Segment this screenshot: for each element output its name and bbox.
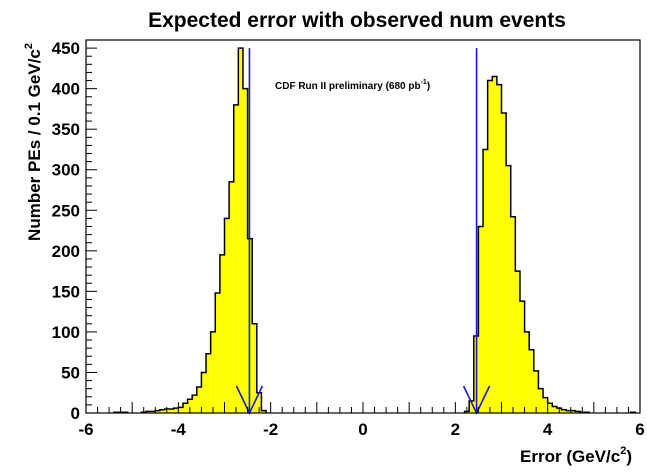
x-tick-label: -4 <box>171 420 187 439</box>
histogram-bar <box>533 370 539 413</box>
histogram-bar <box>543 397 548 413</box>
y-tick-label: 100 <box>52 323 80 342</box>
histogram-bar <box>169 408 174 413</box>
x-tick-label: 2 <box>451 420 460 439</box>
histogram-bar <box>552 406 557 413</box>
histogram-bar <box>570 410 576 413</box>
x-tick-label: 4 <box>543 420 553 439</box>
histogram-bar <box>496 84 502 413</box>
y-tick-label: 50 <box>61 363 80 382</box>
y-tick-label: 400 <box>52 80 80 99</box>
histogram-bar <box>201 372 207 413</box>
histogram-bar <box>187 399 193 413</box>
y-tick-label: 300 <box>52 161 80 180</box>
histogram-bar <box>519 301 525 413</box>
histogram-bar <box>210 331 216 413</box>
histogram-bar <box>238 48 243 413</box>
chart-title: Expected error with observed num events <box>148 9 566 32</box>
histogram-bar <box>215 292 220 413</box>
histogram-bar <box>192 395 197 413</box>
observed-error-markers <box>235 48 491 415</box>
histogram-bar <box>575 411 580 413</box>
histogram-bar <box>478 226 484 413</box>
histogram-bar <box>219 254 225 413</box>
y-axis-label: Number PEs / 0.1 GeV/c2 <box>23 43 44 241</box>
histogram-bar <box>146 411 151 413</box>
histogram-bar <box>242 88 248 414</box>
x-tick-label: -2 <box>263 420 278 439</box>
histogram-bar <box>261 410 267 413</box>
histogram-bar <box>150 411 156 413</box>
x-tick-label: 6 <box>635 420 644 439</box>
histogram-bar <box>206 353 211 413</box>
histogram-bar <box>510 216 516 413</box>
annotation-label: CDF Run II preliminary (680 pb-1) <box>275 79 430 92</box>
x-tick-label: -6 <box>78 420 93 439</box>
y-tick-label: 200 <box>52 242 80 261</box>
y-tick-label: 150 <box>52 282 80 301</box>
histogram-bar <box>515 271 520 413</box>
histogram-bar <box>182 403 188 413</box>
histogram-bar <box>252 323 257 413</box>
x-axis-ticks: -6 -4 -2 0 2 4 6 <box>78 402 645 439</box>
histogram-bar <box>501 112 507 413</box>
y-tick-label: 450 <box>52 39 80 58</box>
plot-frame <box>85 39 641 414</box>
histogram-bar <box>178 407 183 413</box>
x-tick-label: 0 <box>358 420 367 439</box>
histogram-bar <box>547 403 553 413</box>
histogram-bar <box>173 408 179 413</box>
histogram-bar <box>524 331 530 413</box>
y-axis-ticks: 0 50 100 150 200 250 300 350 400 450 <box>52 39 97 423</box>
histogram-bar <box>233 104 239 413</box>
histogram-bars <box>113 48 636 414</box>
histogram-bar <box>155 410 160 413</box>
histogram-bar <box>487 80 493 413</box>
histogram-bar <box>256 392 262 413</box>
y-tick-label: 350 <box>52 120 80 139</box>
histogram-bar <box>159 409 165 413</box>
y-tick-label: 250 <box>52 201 80 220</box>
y-tick-label: 0 <box>71 404 80 423</box>
histogram-bar <box>506 165 511 413</box>
histogram-bar <box>196 387 202 413</box>
histogram-bar <box>229 181 234 413</box>
histogram-bar <box>538 388 544 413</box>
histogram-bar <box>492 76 497 413</box>
histogram-bar <box>469 400 474 413</box>
histogram-outline <box>112 47 637 413</box>
histogram-bar <box>224 218 230 413</box>
histogram-bar <box>529 349 534 413</box>
x-axis-label: Error (GeV/c2) <box>520 445 632 466</box>
histogram-bar <box>483 149 488 413</box>
histogram-bar <box>561 409 567 413</box>
histogram-bar <box>566 410 571 413</box>
